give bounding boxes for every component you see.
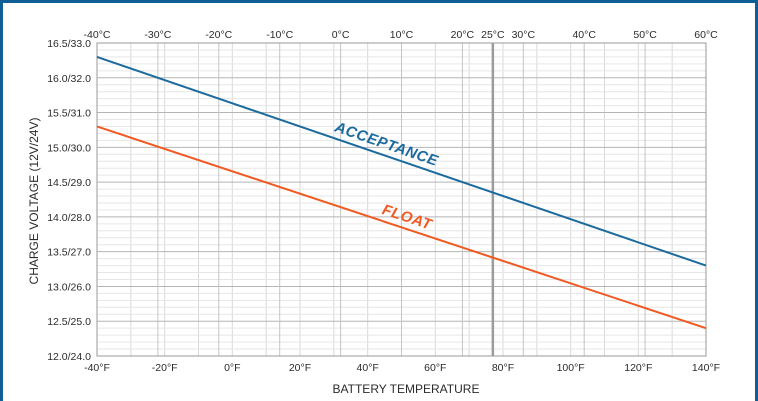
x-tick-label-top: 60°C bbox=[694, 29, 718, 41]
x-tick-label-top: 50°C bbox=[633, 29, 657, 41]
y-tick-label: 13.5/27.0 bbox=[47, 247, 91, 259]
series-line-acceptance bbox=[96, 55, 707, 267]
y-tick-label: 12.5/25.0 bbox=[47, 316, 91, 328]
x-axis-title: BATTERY TEMPERATURE bbox=[333, 382, 480, 396]
y-axis-title: CHARGE VOLTAGE (12V/24V) bbox=[27, 118, 41, 285]
y-tick-label: 15.0/30.0 bbox=[47, 142, 91, 154]
x-tick-label-bottom: 0°F bbox=[224, 362, 240, 374]
grid-lines bbox=[96, 42, 707, 357]
x-tick-label-bottom: -40°F bbox=[84, 362, 110, 374]
x-tick-label-top: 0°C bbox=[332, 29, 350, 41]
x-tick-label-top: -30°C bbox=[144, 29, 171, 41]
y-tick-label: 14.5/29.0 bbox=[47, 177, 91, 189]
y-tick-label: 16.5/33.0 bbox=[47, 38, 91, 50]
x-tick-label-top: -10°C bbox=[266, 29, 293, 41]
x-tick-label-top: 10°C bbox=[390, 29, 414, 41]
plot-area-border bbox=[96, 42, 707, 357]
x-tick-label-top: 25°C bbox=[481, 29, 505, 41]
x-tick-label-bottom: 140°F bbox=[692, 362, 720, 374]
x-tick-label-bottom: 80°F bbox=[492, 362, 514, 374]
x-tick-label-bottom: -20°F bbox=[152, 362, 178, 374]
x-tick-label-top: -40°C bbox=[84, 29, 111, 41]
x-tick-label-top: 30°C bbox=[512, 29, 536, 41]
x-tick-label-top: 40°C bbox=[572, 29, 596, 41]
x-tick-label-bottom: 100°F bbox=[557, 362, 585, 374]
x-tick-label-bottom: 20°F bbox=[289, 362, 311, 374]
x-tick-label-bottom: 40°F bbox=[357, 362, 379, 374]
y-tick-label: 15.5/31.0 bbox=[47, 108, 91, 120]
y-tick-label: 16.0/32.0 bbox=[47, 73, 91, 85]
y-tick-label: 12.0/24.0 bbox=[47, 351, 91, 363]
x-tick-label-top: -20°C bbox=[205, 29, 232, 41]
x-tick-label-top: 20°C bbox=[451, 29, 475, 41]
x-tick-label-bottom: 120°F bbox=[624, 362, 652, 374]
series-lines bbox=[96, 55, 707, 330]
tick-labels: -40°F -20°F 0°F 20°F 40°F 60°F 80°F 100°F 120°F 1… bbox=[47, 29, 720, 374]
y-tick-label: 14.0/28.0 bbox=[47, 212, 91, 224]
series-line-float bbox=[96, 125, 707, 330]
y-tick-label: 13.0/26.0 bbox=[47, 281, 91, 293]
x-tick-label-bottom: 60°F bbox=[424, 362, 446, 374]
